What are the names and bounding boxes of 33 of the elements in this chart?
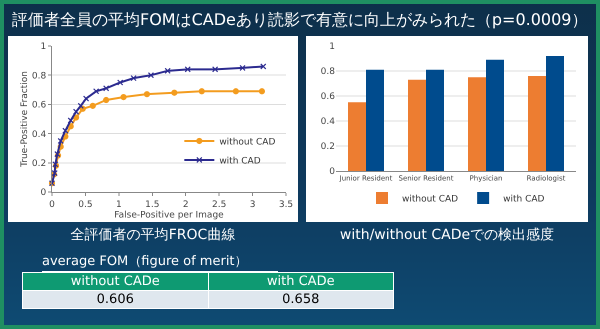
y-tick-label: 0.6 [32,100,46,111]
data-label: 0.658 [208,290,394,308]
legend-label: without CAD [402,194,458,205]
x-tick-label: 0.5 [78,200,93,210]
y-tick-label: 0.2 [320,142,335,152]
x-tick-label: 2 [182,200,189,210]
y-tick-label: 0 [40,188,46,198]
x-tick-label: 1 [116,200,122,210]
legend-label: with CAD [219,156,261,166]
x-tick-label: 1.5 [145,200,160,210]
y-axis-title: True-Positive Fraction [20,71,30,168]
text: average FOM（figure of merit） [42,252,278,272]
x-tick-label: 2.5 [212,200,226,210]
data-label: 0.606 [22,290,208,308]
legend-label: without CAD [219,137,276,148]
y-tick-label: 1 [40,42,46,52]
text: 全評価者の平均FROC曲線 [70,226,236,244]
x-tick-label: 3.5 [278,200,294,210]
y-tick-label: 1 [329,42,335,52]
x-tick-label: 3 [250,200,256,210]
y-tick-label: 0.8 [320,67,336,78]
category-label: with CADe [208,272,394,290]
text: with/without CADeでの検出感度 [338,226,556,244]
y-tick-label: 0.6 [320,92,336,102]
x-axis-title: False-Positive per Image [114,210,224,221]
y-tick-label: 0.4 [320,117,336,128]
category-label: without CADe [22,272,208,290]
y-tick-label: 0.4 [32,130,46,140]
legend-label: with CAD [503,194,545,205]
y-tick-label: 0.8 [32,71,46,82]
chart-title: 評価者全員の平均FOMはCADeあり読影で有意に向上がみられた（p=0.0009） [12,9,588,31]
x-tick-label: 0 [49,200,56,210]
y-tick-label: 0.2 [32,158,46,169]
